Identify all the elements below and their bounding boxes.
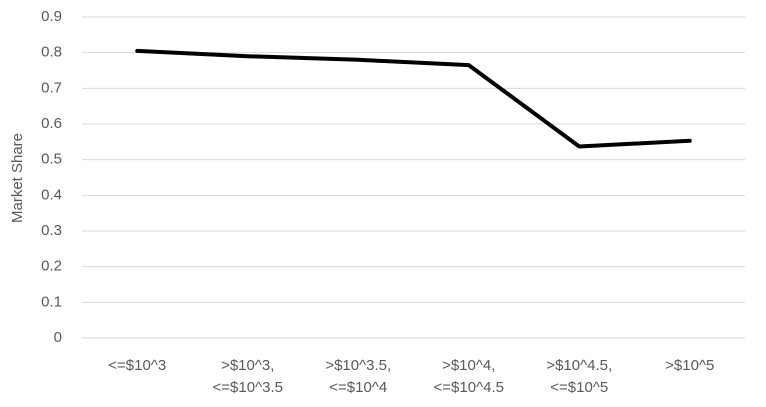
y-tick-label: 0.5 bbox=[41, 151, 62, 168]
y-tick-label: 0.9 bbox=[41, 8, 62, 25]
x-tick-label: >$10^3.5, <=$10^4 bbox=[325, 357, 392, 396]
line bbox=[135, 48, 692, 149]
y-tick-label: 0.6 bbox=[41, 115, 62, 132]
y-tick-label: 0.4 bbox=[41, 186, 62, 203]
y-tick-label: 0.3 bbox=[41, 222, 62, 239]
x-tick-label: >$10^5 bbox=[665, 357, 715, 374]
y-tick-label: 0.1 bbox=[41, 293, 62, 310]
y-tick-label: 0.7 bbox=[41, 79, 62, 96]
y-axis-label: Market Share bbox=[9, 133, 26, 223]
y-tick-label: 0 bbox=[54, 329, 62, 346]
x-tick-label: >$10^3, <=$10^3.5 bbox=[212, 357, 283, 396]
x-tick-label: >$10^4, <=$10^4.5 bbox=[433, 357, 504, 396]
x-tick-label: <=$10^3 bbox=[108, 357, 167, 374]
y-tick-label: 0.2 bbox=[41, 258, 62, 275]
y-tick-label: 0.8 bbox=[41, 44, 62, 61]
x-tick-label: >$10^4.5, <=$10^5 bbox=[546, 357, 613, 396]
